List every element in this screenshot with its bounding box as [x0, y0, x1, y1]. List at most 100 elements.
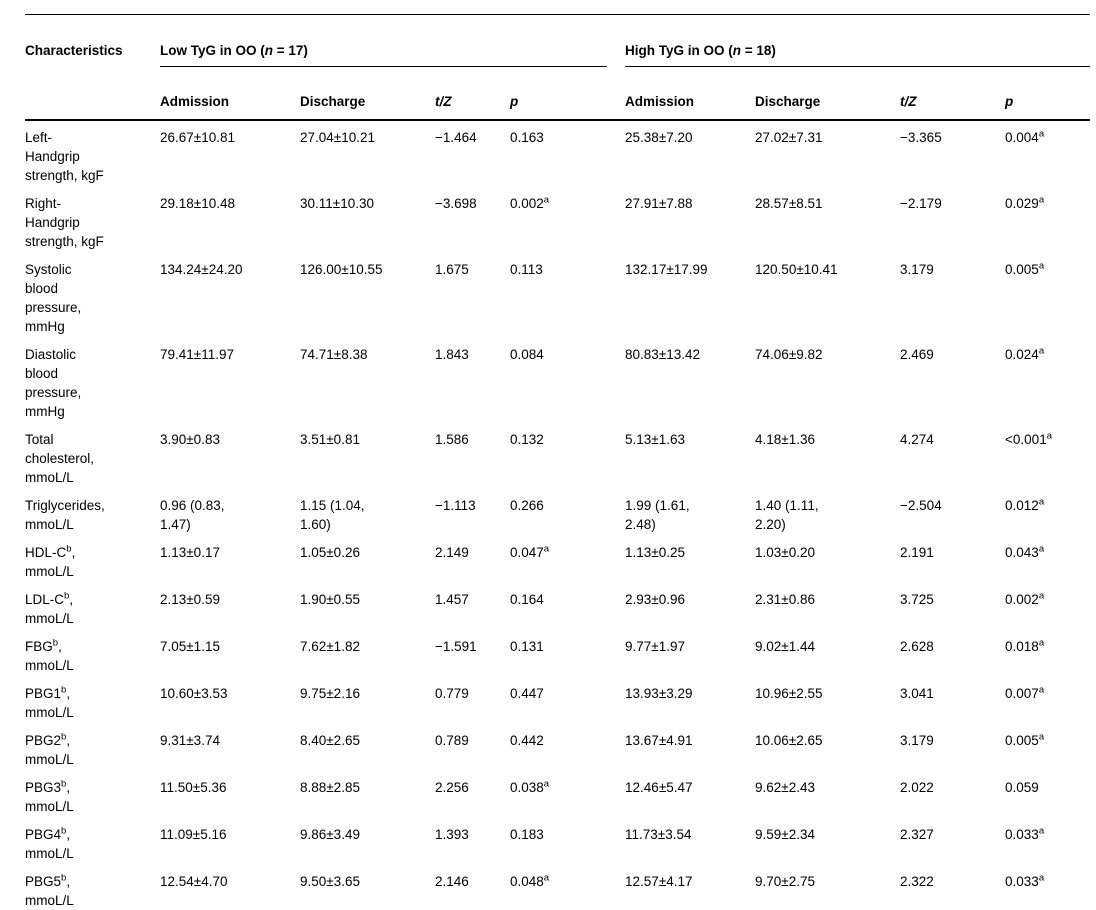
cell-p-low: 0.164 — [510, 592, 544, 607]
cell-discharge-high: 10.96±2.55 — [755, 686, 823, 701]
cell-discharge-low: 9.86±3.49 — [300, 827, 360, 842]
cell-admission-low: 79.41±11.97 — [160, 347, 234, 362]
cell-admission-low: 1.13±0.17 — [160, 545, 220, 560]
cell-discharge-low: 1.15 (1.04, 1.60) — [300, 498, 365, 532]
cell-characteristic: PBG4b, mmoL/L — [25, 825, 74, 861]
cell-p-high: <0.001a — [1005, 430, 1052, 447]
cell-discharge-high: 1.40 (1.11, 2.20) — [755, 498, 819, 532]
table-row: Total cholesterol, mmoL/L 3.90±0.83 3.51±0… — [25, 425, 1090, 491]
cell-discharge-high: 28.57±8.51 — [755, 196, 823, 211]
cell-p-high: 0.033a — [1005, 872, 1045, 889]
group-low-post: = 17) — [273, 43, 308, 58]
column-header-p-high: p — [1005, 86, 1091, 121]
cell-p-low: 0.047a — [510, 543, 550, 560]
cell-p-low: 0.113 — [510, 262, 543, 277]
cell-characteristic: Left- Handgrip strength, kgF — [25, 130, 104, 183]
cell-tz-low: 1.393 — [435, 827, 469, 842]
cell-characteristic: PBG3b, mmoL/L — [25, 778, 74, 814]
cell-characteristic: LDL-Cb, mmoL/L — [25, 590, 74, 626]
cell-discharge-low: 74.71±8.38 — [300, 347, 368, 362]
table-row: HDL-Cb, mmoL/L 1.13±0.17 1.05±0.26 2.149 0.0… — [25, 538, 1090, 585]
cell-characteristic: PBG1b, mmoL/L — [25, 684, 74, 720]
cell-discharge-high: 74.06±9.82 — [755, 347, 823, 362]
table-row: LDL-Cb, mmoL/L 2.13±0.59 1.90±0.55 1.457 0.1… — [25, 585, 1090, 632]
cell-characteristic: PBG2b, mmoL/L — [25, 731, 74, 767]
cell-discharge-high: 9.02±1.44 — [755, 639, 815, 654]
cell-admission-high: 27.91±7.88 — [625, 196, 693, 211]
cell-discharge-high: 9.70±2.75 — [755, 874, 815, 889]
cell-tz-high: 3.179 — [900, 262, 934, 277]
cell-admission-low: 12.54±4.70 — [160, 874, 228, 889]
cell-discharge-low: 9.50±3.65 — [300, 874, 360, 889]
group-low-n: n — [264, 43, 273, 58]
column-header-admission-high: Admission — [625, 86, 756, 121]
cell-p-low: 0.002a — [510, 194, 550, 211]
group-label-low-tyg: Low TyG in OO (n = 17) — [160, 41, 608, 67]
cell-characteristic: PBG5b, mmoL/L — [25, 872, 74, 908]
table-row: Diastolic blood pressure, mmHg 79.41±11.9… — [25, 340, 1090, 425]
column-header-p-low: p — [510, 86, 626, 121]
cell-admission-high: 132.17±17.99 — [625, 262, 708, 277]
column-header-admission-low: Admission — [160, 86, 300, 121]
cell-tz-low: 2.149 — [435, 545, 469, 560]
cell-tz-high: −3.365 — [900, 130, 942, 145]
cell-tz-low: 2.146 — [435, 874, 469, 889]
cell-discharge-high: 4.18±1.36 — [755, 432, 815, 447]
cell-p-low: 0.048a — [510, 872, 550, 889]
table-row: PBG3b, mmoL/L 11.50±5.36 8.88±2.85 2.256 0.0… — [25, 773, 1090, 820]
group-high-post: = 18) — [741, 43, 776, 58]
table-row: Left- Handgrip strength, kgF 26.67±10.81 2… — [25, 120, 1090, 189]
column-header-tz-low: t/Z — [435, 86, 510, 121]
cell-characteristic: FBGb, mmoL/L — [25, 637, 74, 673]
cell-tz-low: 0.779 — [435, 686, 469, 701]
cell-discharge-low: 9.75±2.16 — [300, 686, 360, 701]
cell-p-high: 0.007a — [1005, 684, 1045, 701]
table-row: PBG4b, mmoL/L 11.09±5.16 9.86±3.49 1.393 0.1… — [25, 820, 1090, 867]
cell-discharge-low: 7.62±1.82 — [300, 639, 360, 654]
table-row: PBG2b, mmoL/L 9.31±3.74 8.40±2.65 0.789 0.44… — [25, 726, 1090, 773]
table-row: PBG5b, mmoL/L 12.54±4.70 9.50±3.65 2.146 0.0… — [25, 867, 1090, 910]
cell-p-low: 0.132 — [510, 432, 544, 447]
cell-characteristic: Triglycerides, mmoL/L — [25, 498, 105, 532]
table-row: PBG1b, mmoL/L 10.60±3.53 9.75±2.16 0.779 0.4… — [25, 679, 1090, 726]
cell-tz-high: 2.322 — [900, 874, 934, 889]
cell-p-high: 0.012a — [1005, 496, 1045, 513]
cell-admission-high: 11.73±3.54 — [625, 827, 692, 842]
cell-discharge-low: 3.51±0.81 — [300, 432, 360, 447]
table-row: Right- Handgrip strength, kgF 29.18±10.48… — [25, 189, 1090, 255]
cell-tz-low: 0.789 — [435, 733, 469, 748]
cell-p-high: 0.043a — [1005, 543, 1045, 560]
cell-tz-high: 2.628 — [900, 639, 934, 654]
cell-p-low: 0.266 — [510, 498, 544, 513]
cell-p-low: 0.447 — [510, 686, 544, 701]
cell-tz-low: −3.698 — [435, 196, 477, 211]
cell-admission-high: 13.93±3.29 — [625, 686, 693, 701]
cell-admission-low: 3.90±0.83 — [160, 432, 220, 447]
group-label-high-tyg: High TyG in OO (n = 18) — [625, 41, 1091, 67]
cell-admission-high: 1.13±0.25 — [625, 545, 685, 560]
cell-discharge-high: 1.03±0.20 — [755, 545, 815, 560]
cell-tz-low: 2.256 — [435, 780, 469, 795]
group-header-row: Characteristics Low TyG in OO (n = 17) H… — [25, 14, 1091, 121]
column-header-discharge-low: Discharge — [300, 86, 435, 121]
group-high-pre: High TyG in OO ( — [625, 43, 733, 58]
cell-characteristic: HDL-Cb, mmoL/L — [25, 543, 76, 579]
cell-discharge-low: 27.04±10.21 — [300, 130, 375, 145]
cell-discharge-low: 30.11±10.30 — [300, 196, 374, 211]
cell-admission-low: 9.31±3.74 — [160, 733, 220, 748]
column-header-discharge-high: Discharge — [755, 86, 901, 121]
cell-characteristic: Systolic blood pressure, mmHg — [25, 262, 82, 334]
cell-p-high: 0.005a — [1005, 260, 1045, 277]
cell-admission-low: 11.50±5.36 — [160, 780, 227, 795]
cell-tz-high: 2.327 — [900, 827, 934, 842]
cell-p-high: 0.024a — [1005, 345, 1045, 362]
cell-tz-high: 2.191 — [900, 545, 934, 560]
cell-p-high: 0.059 — [1005, 780, 1039, 795]
cell-p-high: 0.029a — [1005, 194, 1045, 211]
cell-discharge-low: 1.90±0.55 — [300, 592, 360, 607]
cell-p-high: 0.004a — [1005, 128, 1045, 145]
cell-characteristic: Diastolic blood pressure, mmHg — [25, 347, 82, 419]
cell-tz-low: −1.464 — [435, 130, 477, 145]
cell-tz-low: 1.586 — [435, 432, 469, 447]
